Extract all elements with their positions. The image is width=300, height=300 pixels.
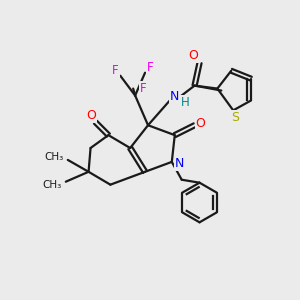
- Text: S: S: [231, 111, 239, 124]
- Text: N: N: [175, 158, 184, 170]
- Text: CH₃: CH₃: [42, 180, 62, 190]
- Text: O: O: [196, 117, 206, 130]
- Text: H: H: [181, 96, 190, 109]
- Text: F: F: [147, 61, 153, 74]
- Text: O: O: [87, 109, 97, 122]
- Text: CH₃: CH₃: [44, 152, 64, 162]
- Text: F: F: [140, 82, 146, 95]
- Text: F: F: [112, 64, 119, 77]
- Text: N: N: [170, 90, 179, 103]
- Text: O: O: [189, 50, 199, 62]
